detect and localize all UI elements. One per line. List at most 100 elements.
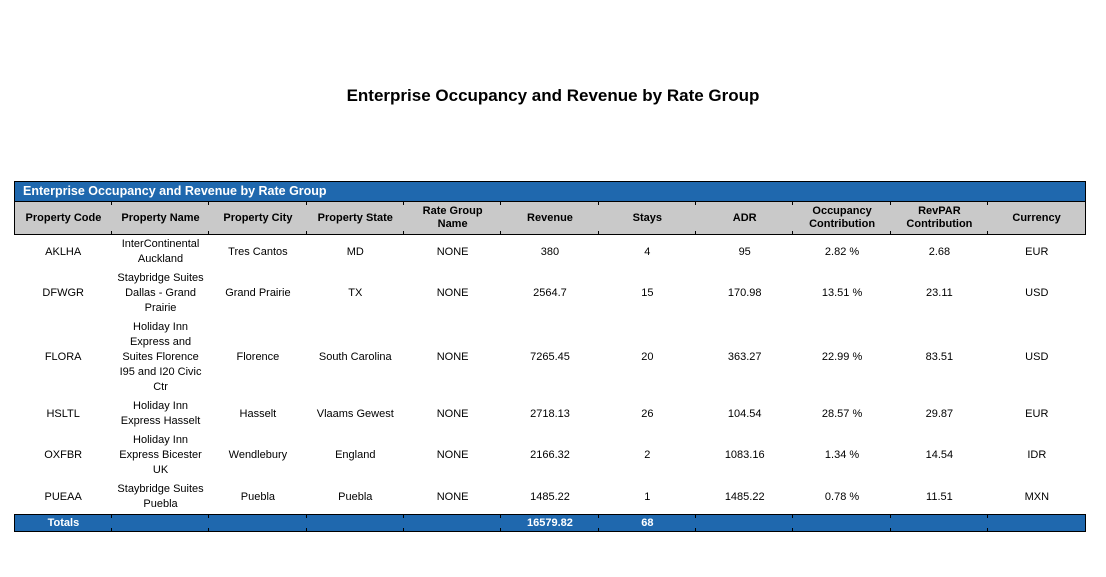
table-row: HSLTL Holiday Inn Express Hasselt Hasselt V…: [14, 397, 1086, 431]
column-header: Property Code: [13, 201, 112, 235]
totals-cell: 68: [597, 514, 697, 532]
table-cell: Hasselt: [209, 397, 307, 431]
table-cell: NONE: [403, 480, 502, 515]
column-header: Property City: [208, 201, 307, 235]
table-cell: 26: [598, 397, 697, 431]
table-row: OXFBR Holiday Inn Express Bicester UK Wend…: [14, 431, 1086, 480]
report-table-body: AKLHA InterContinental Auckland Tres Canto…: [13, 234, 1087, 532]
table-cell: 4: [598, 234, 697, 269]
table-cell: 29.87: [890, 397, 989, 431]
table-cell: NONE: [403, 269, 502, 318]
table-cell: OXFBR: [14, 431, 112, 480]
table-cell: 13.51 %: [793, 269, 891, 318]
table-cell: 28.57 %: [793, 397, 891, 431]
table-cell: DFWGR: [14, 269, 112, 318]
table-cell: 2.68: [890, 234, 989, 269]
table-title-row: Enterprise Occupancy and Revenue by Rate…: [14, 181, 1086, 202]
table-cell: Florence: [209, 318, 307, 397]
column-header: Property Name: [110, 201, 210, 235]
column-header: Property State: [305, 201, 404, 235]
table-cell: South Carolina: [306, 318, 404, 397]
table-cell: 2718.13: [501, 397, 599, 431]
column-header: Occupancy Contribution: [792, 201, 891, 235]
table-cell: FLORA: [14, 318, 112, 397]
totals-label: Totals: [13, 514, 112, 532]
column-header: Revenue: [500, 201, 599, 235]
column-header: RevPAR Contribution: [889, 201, 989, 235]
table-cell: 2: [598, 431, 697, 480]
table-cell: Puebla: [209, 480, 307, 515]
table-cell: 2.82 %: [793, 234, 891, 269]
table-row: DFWGR Staybridge Suites Dallas - Grand Pr…: [14, 269, 1086, 318]
table-cell: England: [306, 431, 404, 480]
table-cell: Tres Cantos: [209, 234, 307, 269]
table-cell: 1485.22: [696, 480, 794, 515]
table-cell: 380: [501, 234, 599, 269]
table-cell: NONE: [403, 318, 502, 397]
table-cell: Holiday Inn Express Hasselt: [111, 397, 210, 431]
table-title-bar: Enterprise Occupancy and Revenue by Rate…: [14, 181, 1086, 202]
table-cell: NONE: [403, 431, 502, 480]
table-cell: 20: [598, 318, 697, 397]
table-cell: 2564.7: [501, 269, 599, 318]
totals-row: Totals 16579.82 68: [13, 514, 1087, 532]
table-cell: 7265.45: [501, 318, 599, 397]
table-cell: 1: [598, 480, 697, 515]
table-cell: 1485.22: [501, 480, 599, 515]
table-cell: Holiday Inn Express Bicester UK: [111, 431, 210, 480]
table-cell: 95: [696, 234, 794, 269]
table-cell: Puebla: [306, 480, 404, 515]
totals-cell: [208, 514, 307, 532]
table-cell: USD: [988, 318, 1086, 397]
totals-cell: 16579.82: [500, 514, 599, 532]
column-header-row: Property Code Property Name Property City P…: [13, 201, 1087, 235]
table-cell: Staybridge Suites Puebla: [111, 480, 210, 515]
table-cell: 170.98: [696, 269, 794, 318]
totals-cell: [889, 514, 989, 532]
table-cell: 83.51: [890, 318, 989, 397]
table-cell: TX: [306, 269, 404, 318]
table-cell: 1083.16: [696, 431, 794, 480]
table-cell: Holiday Inn Express and Suites Florence …: [111, 318, 210, 397]
table-cell: 363.27: [696, 318, 794, 397]
table-cell: EUR: [988, 397, 1086, 431]
page-title: Enterprise Occupancy and Revenue by Rate…: [346, 86, 760, 105]
table-cell: Staybridge Suites Dallas - Grand Prairie: [111, 269, 210, 318]
table-cell: InterContinental Auckland: [111, 234, 210, 269]
table-cell: Grand Prairie: [209, 269, 307, 318]
totals-cell: [110, 514, 210, 532]
column-header: Stays: [597, 201, 697, 235]
table-cell: MD: [306, 234, 404, 269]
table-cell: 11.51: [890, 480, 989, 515]
table-cell: Vlaams Gewest: [306, 397, 404, 431]
totals-cell: [305, 514, 404, 532]
table-cell: 14.54: [890, 431, 989, 480]
totals-cell: [695, 514, 794, 532]
table-cell: USD: [988, 269, 1086, 318]
table-cell: Wendlebury: [209, 431, 307, 480]
table-cell: 23.11: [890, 269, 989, 318]
table-row: PUEAA Staybridge Suites Puebla Puebla Puebl…: [14, 480, 1086, 515]
table-cell: 1.34 %: [793, 431, 891, 480]
table-cell: IDR: [988, 431, 1086, 480]
table-cell: 0.78 %: [793, 480, 891, 515]
column-header: Rate Group Name: [402, 201, 502, 235]
table-cell: MXN: [988, 480, 1086, 515]
column-header: Currency: [987, 201, 1087, 235]
table-cell: 22.99 %: [793, 318, 891, 397]
table-cell: PUEAA: [14, 480, 112, 515]
totals-cell: [987, 514, 1087, 532]
report-table-head: Enterprise Occupancy and Revenue by Rate…: [13, 181, 1087, 235]
totals-cell: [792, 514, 891, 532]
table-cell: HSLTL: [14, 397, 112, 431]
report-table: Enterprise Occupancy and Revenue by Rate…: [13, 181, 1087, 532]
column-header: ADR: [695, 201, 794, 235]
totals-cell: [402, 514, 502, 532]
table-row: FLORA Holiday Inn Express and Suites Flor…: [14, 318, 1086, 397]
table-cell: 104.54: [696, 397, 794, 431]
table-cell: EUR: [988, 234, 1086, 269]
table-cell: AKLHA: [14, 234, 112, 269]
table-cell: 15: [598, 269, 697, 318]
table-row: AKLHA InterContinental Auckland Tres Canto…: [14, 234, 1086, 269]
table-cell: NONE: [403, 397, 502, 431]
